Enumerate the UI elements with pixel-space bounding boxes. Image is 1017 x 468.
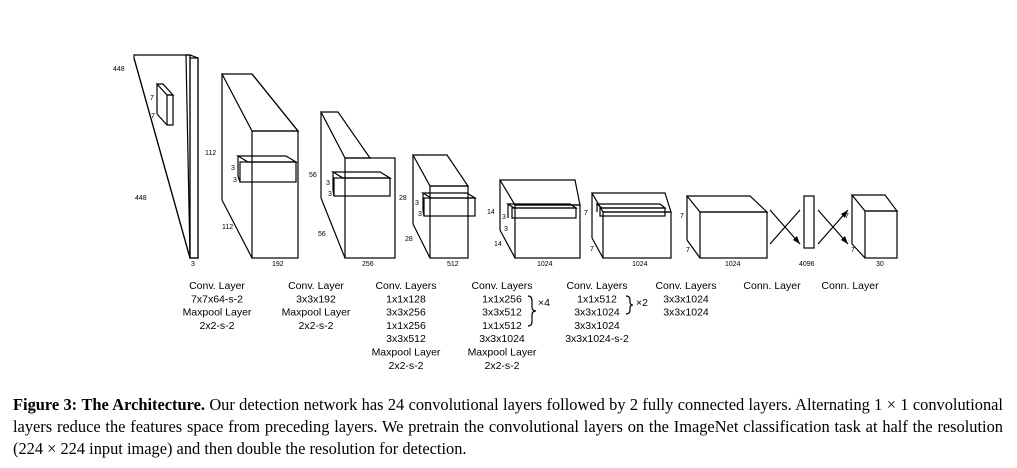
dim-l6-c: 1024 [725,261,741,268]
dim-fc-4096: 4096 [799,261,815,268]
conv-block-1 [221,73,300,259]
yolo-architecture-diagram: 448 448 3 7 7 112 112 192 3 3 56 56 256 … [113,54,899,372]
conv-block-3 [411,154,478,259]
dim-l2-w: 56 [318,231,326,238]
input-block [133,54,199,259]
dim-l4-w: 14 [494,241,502,248]
caption-c4-line-2: 3x3x512 [482,307,522,319]
dim-input-h: 448 [113,66,125,73]
dim-l5-h: 7 [584,210,588,217]
repeat-x4: ×4 [538,297,550,309]
caption-c4-line-5: Maxpool Layer [468,347,537,359]
conv-block-6 [685,195,769,259]
caption-c5-line-2: 3x3x1024 [574,307,620,319]
caption-c1-line-2: Maxpool Layer [183,307,252,319]
caption-c5-line-1: 1x1x512 [577,293,617,305]
caption-c2-line-0: Conv. Layer [288,280,344,292]
dim-out-h: 7 [845,213,849,220]
dim-l4-k2: 3 [504,226,508,233]
caption-c1-line-1: 7x7x64-s-2 [191,293,243,305]
dim-input-c: 3 [191,261,195,268]
conv-block-4 [498,179,581,259]
caption-c3-line-2: 3x3x256 [386,307,426,319]
dim-l2-c: 256 [362,261,374,268]
figure-title: The Architecture. [81,395,205,414]
caption-c2-line-3: 2x2-s-2 [298,320,333,332]
caption-c3-line-5: Maxpool Layer [372,347,441,359]
figure-label: Figure 3: [13,395,78,414]
caption-c3-line-6: 2x2-s-2 [388,360,423,372]
dim-l5-w: 7 [590,246,594,253]
conv-block-2 [320,111,396,259]
caption-c6-line-1: 3x3x1024 [663,293,709,305]
caption-c4-line-3: 1x1x512 [482,320,522,332]
caption-c2-line-1: 3x3x192 [296,293,336,305]
caption-c3-line-4: 3x3x512 [386,333,426,345]
caption-c5-line-0: Conv. Layers [566,280,627,292]
dim-l4-c: 1024 [537,261,553,268]
caption-c5-line-4: 3x3x1024-s-2 [565,333,629,345]
dim-l3-c: 512 [447,261,459,268]
dim-l4-h: 14 [487,209,495,216]
caption-c4-line-4: 3x3x1024 [479,333,525,345]
caption-c5-line-3: 3x3x1024 [574,320,620,332]
dim-out-c: 30 [876,261,884,268]
dim-l6-w: 7 [686,247,690,254]
caption-c2-line-2: Maxpool Layer [282,307,351,319]
dim-l4-k1: 3 [502,214,506,221]
caption-c1-line-0: Conv. Layer [189,280,245,292]
caption-c4-line-1: 1x1x256 [482,293,522,305]
dim-l5-c: 1024 [632,261,648,268]
dim-l3-w: 28 [405,236,413,243]
dim-l1-c: 192 [272,261,284,268]
dim-l2-k2: 3 [328,191,332,198]
dim-input-k1: 7 [150,95,154,102]
brace-x2 [625,295,634,315]
caption-c3-line-3: 1x1x256 [386,320,426,332]
caption-c4-line-6: 2x2-s-2 [484,360,519,372]
dim-l6-h: 7 [680,213,684,220]
conv-block-5 [590,192,672,259]
repeat-x2: ×2 [636,297,648,309]
dim-l3-h: 28 [399,195,407,202]
caption-c3-line-0: Conv. Layers [375,280,436,292]
dim-l3-k1: 3 [415,200,419,207]
dim-l1-k2: 3 [233,177,237,184]
caption-c4-line-0: Conv. Layers [471,280,532,292]
dim-l2-h: 56 [309,172,317,179]
brace-x4 [527,295,537,327]
dim-l2-k1: 3 [326,180,330,187]
dim-input-w: 448 [135,195,147,202]
dim-input-k2: 7 [151,113,155,120]
dim-l3-k2: 3 [418,211,422,218]
caption-c8-line-0: Conn. Layer [821,280,879,292]
caption-c6-line-2: 3x3x1024 [663,307,709,319]
caption-c6-line-0: Conv. Layers [655,280,716,292]
figure-body: Our detection network has 24 convolution… [13,395,1003,458]
caption-c7-line-0: Conn. Layer [743,280,801,292]
caption-c1-line-3: 2x2-s-2 [199,320,234,332]
dim-l1-k1: 3 [231,165,235,172]
dim-l1-h: 112 [205,150,216,157]
caption-c3-line-1: 1x1x128 [386,293,426,305]
dim-l1-w: 112 [222,224,233,231]
output-block [850,194,899,259]
fc-block-4096 [803,195,815,249]
dim-out-w: 7 [851,247,855,254]
figure-caption: Figure 3: The Architecture. Our detectio… [13,394,1003,460]
